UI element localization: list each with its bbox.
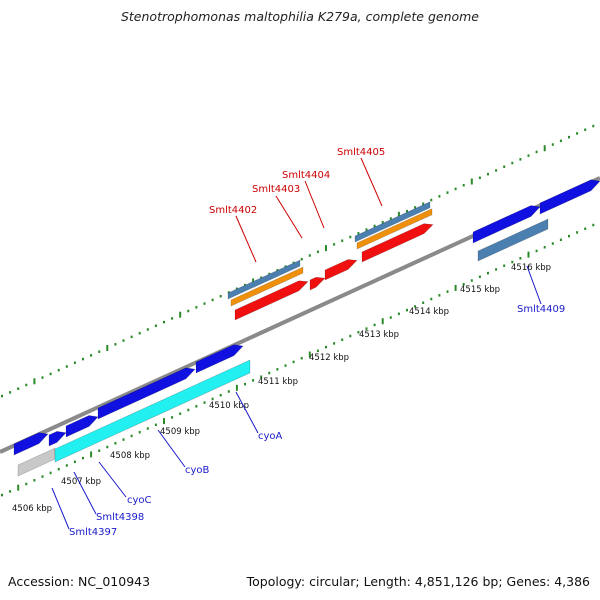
gene-label: Smlt4403 xyxy=(252,184,300,195)
accession-text: Accession: NC_010943 xyxy=(8,574,151,589)
gene-arrow xyxy=(324,259,358,281)
gene-label: Smlt4402 xyxy=(209,205,257,216)
scale-label: 4507 kbp xyxy=(61,477,101,487)
gene-label: Smlt4398 xyxy=(96,512,144,523)
gene-labels: Smlt4402 Smlt4403 Smlt4404 Smlt4405 Smlt4397… xyxy=(51,147,565,538)
feature-track xyxy=(13,179,600,477)
gene-label: cyoB xyxy=(185,465,210,476)
scale-label: 4516 kbp xyxy=(511,263,551,273)
gene-arrow xyxy=(65,415,99,438)
gene-arrow xyxy=(356,208,433,250)
leader-line xyxy=(526,265,542,305)
gene-label: Smlt4409 xyxy=(517,304,565,315)
gene-arrow xyxy=(472,205,541,244)
gene-arrow xyxy=(97,367,196,420)
genome-summary-text: Topology: circular; Length: 4,851,126 bp… xyxy=(246,574,590,589)
gene-arrow xyxy=(227,259,301,300)
gene-label: Smlt4397 xyxy=(69,527,117,538)
gene-label: Smlt4405 xyxy=(337,147,385,158)
gene-arrow xyxy=(477,218,549,262)
upper-tick-track xyxy=(1,124,595,398)
scale-label: 4506 kbp xyxy=(12,504,52,514)
leader-line xyxy=(157,429,186,468)
gene-arrow xyxy=(309,276,326,291)
gene-label: Smlt4404 xyxy=(282,170,330,181)
leader-line xyxy=(73,471,97,515)
scale-label: 4513 kbp xyxy=(359,330,399,340)
gene-arrow xyxy=(13,432,49,456)
leader-line xyxy=(235,391,259,434)
scale-label: 4508 kbp xyxy=(110,451,150,461)
scale-label: 4512 kbp xyxy=(309,353,349,363)
gene-arrow xyxy=(234,280,309,321)
leader-line xyxy=(51,487,70,530)
scale-labels: 4506 kbp 4507 kbp 4508 kbp 4509 kbp 4510 kbp… xyxy=(12,263,551,514)
scale-label: 4514 kbp xyxy=(409,307,449,317)
gene-arrow xyxy=(230,266,304,307)
gene-arrow xyxy=(195,344,244,374)
gene-arrow xyxy=(354,201,431,243)
scale-label: 4510 kbp xyxy=(209,401,249,411)
gene-label: cyoA xyxy=(258,431,283,442)
gene-arrow xyxy=(17,447,56,477)
leader-line xyxy=(304,180,325,229)
leader-line xyxy=(235,215,257,263)
gene-arrow xyxy=(54,359,251,463)
leader-line xyxy=(360,157,383,207)
gene-arrow xyxy=(48,431,67,447)
scale-label: 4515 kbp xyxy=(460,285,500,295)
scale-label: 4509 kbp xyxy=(160,427,200,437)
gene-arrow xyxy=(361,223,434,263)
gene-label: cyoC xyxy=(127,495,152,506)
gene-arrow xyxy=(539,179,600,215)
lower-tick-track xyxy=(1,223,595,497)
map-title: Stenotrophomonas maltophilia K279a, comp… xyxy=(120,9,480,24)
leader-line xyxy=(275,195,303,239)
scale-label: 4511 kbp xyxy=(258,377,298,387)
leader-line xyxy=(98,461,127,498)
